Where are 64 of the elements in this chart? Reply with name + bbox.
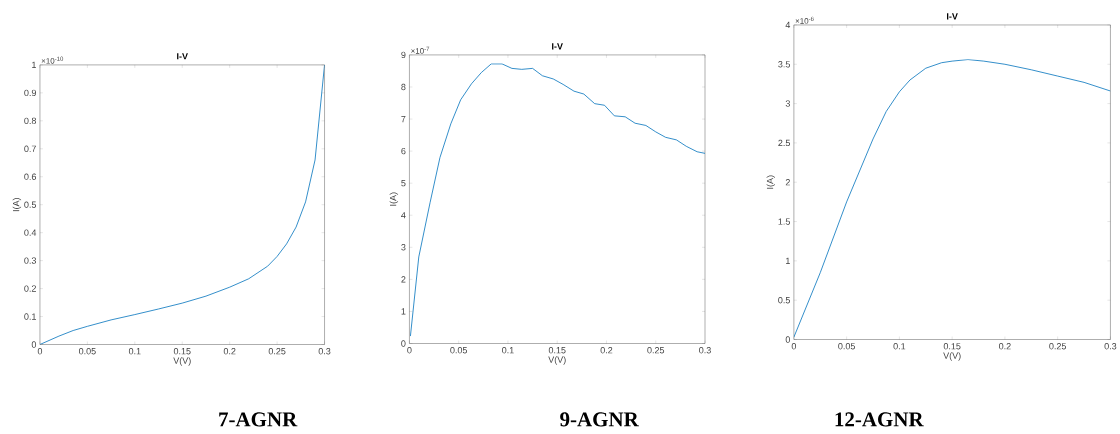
- y-tick-label: 0.6: [24, 173, 37, 180]
- x-tick-label: 0.1: [893, 342, 906, 350]
- x-tick-label: 0.2: [223, 347, 236, 355]
- y-tick-label: 0.3: [24, 257, 37, 264]
- text: 7-AGNR: [219, 412, 298, 427]
- text: 12-AGNR: [835, 412, 924, 427]
- x-tick-label: 0.15: [173, 347, 191, 355]
- x-axis-title: V(V): [548, 356, 566, 365]
- line-series: [39, 64, 325, 345]
- y-tick-label: 2: [785, 178, 790, 186]
- x-tick-label: 0.3: [1104, 342, 1117, 350]
- y-tick-label: 1.5: [778, 218, 790, 225]
- y-axis-title: I(A): [389, 192, 399, 206]
- y-tick-label: 1: [32, 61, 36, 68]
- x-tick-label: 0.3: [318, 347, 331, 355]
- y-tick-label: 0.9: [24, 89, 36, 96]
- y-axis-title: I(A): [766, 175, 775, 189]
- y-tick-label: 3: [401, 243, 406, 251]
- x-tick-label: 0.05: [78, 347, 96, 355]
- x-tick-label: 0.25: [1049, 342, 1067, 350]
- chart-title: I-V: [552, 43, 563, 50]
- y-tick-label: 3: [785, 100, 790, 107]
- y-tick-label: 2: [401, 276, 406, 283]
- line-series: [793, 58, 1111, 338]
- line-series: [410, 63, 706, 337]
- x-tick-label: 0.25: [647, 346, 665, 354]
- x-tick-label: 0.15: [548, 346, 566, 354]
- y-tick-label: 5: [401, 179, 406, 187]
- x-tick-label: 0.2: [999, 342, 1011, 350]
- x-tick-label: 0.25: [268, 347, 286, 355]
- y-tick-label: 0: [785, 336, 790, 343]
- y-tick-label: 8: [401, 83, 406, 90]
- y-tick-label: 1: [401, 308, 406, 315]
- y-tick-label: 0.5: [778, 296, 790, 304]
- y-tick-label: 4: [401, 211, 406, 219]
- y-tick-label: 0.4: [24, 229, 37, 236]
- y-tick-label: 1: [786, 257, 790, 264]
- y-tick-label: 6: [401, 147, 406, 155]
- y-tick-label: 9: [401, 51, 406, 58]
- x-tick-label: 0: [37, 347, 43, 355]
- y-tick-label: 7: [401, 115, 406, 122]
- x-axis-title: V(V): [173, 357, 191, 366]
- x-axis-title: V(V): [943, 352, 961, 361]
- x-tick-label: 0.2: [600, 346, 613, 354]
- y-tick-label: 0.7: [24, 145, 36, 152]
- y-tick-label: 3.5: [778, 60, 790, 68]
- x-tick-label: 0.1: [502, 346, 514, 354]
- x-tick-label: 0.05: [838, 342, 855, 350]
- y-axis-title: I(A): [12, 197, 22, 211]
- x-tick-label: 0.05: [450, 346, 468, 354]
- y-tick-label: 2.5: [778, 139, 790, 146]
- x-tick-label: 0.15: [943, 342, 961, 350]
- x-tick-label: 0.3: [699, 346, 711, 354]
- x-tick-label: 0: [407, 346, 412, 354]
- y-tick-label: 0.1: [24, 313, 36, 320]
- chart-title: I-V: [947, 13, 958, 20]
- text: 9-AGNR: [560, 412, 639, 427]
- chart-title: I-V: [177, 53, 188, 60]
- y-tick-label: 0.5: [24, 201, 37, 208]
- y-tick-label: 4: [785, 21, 791, 28]
- x-tick-label: 0.1: [128, 347, 141, 355]
- y-tick-label: 0.2: [24, 285, 36, 292]
- y-tick-label: 0.8: [24, 117, 37, 124]
- x-tick-label: 0: [791, 342, 797, 350]
